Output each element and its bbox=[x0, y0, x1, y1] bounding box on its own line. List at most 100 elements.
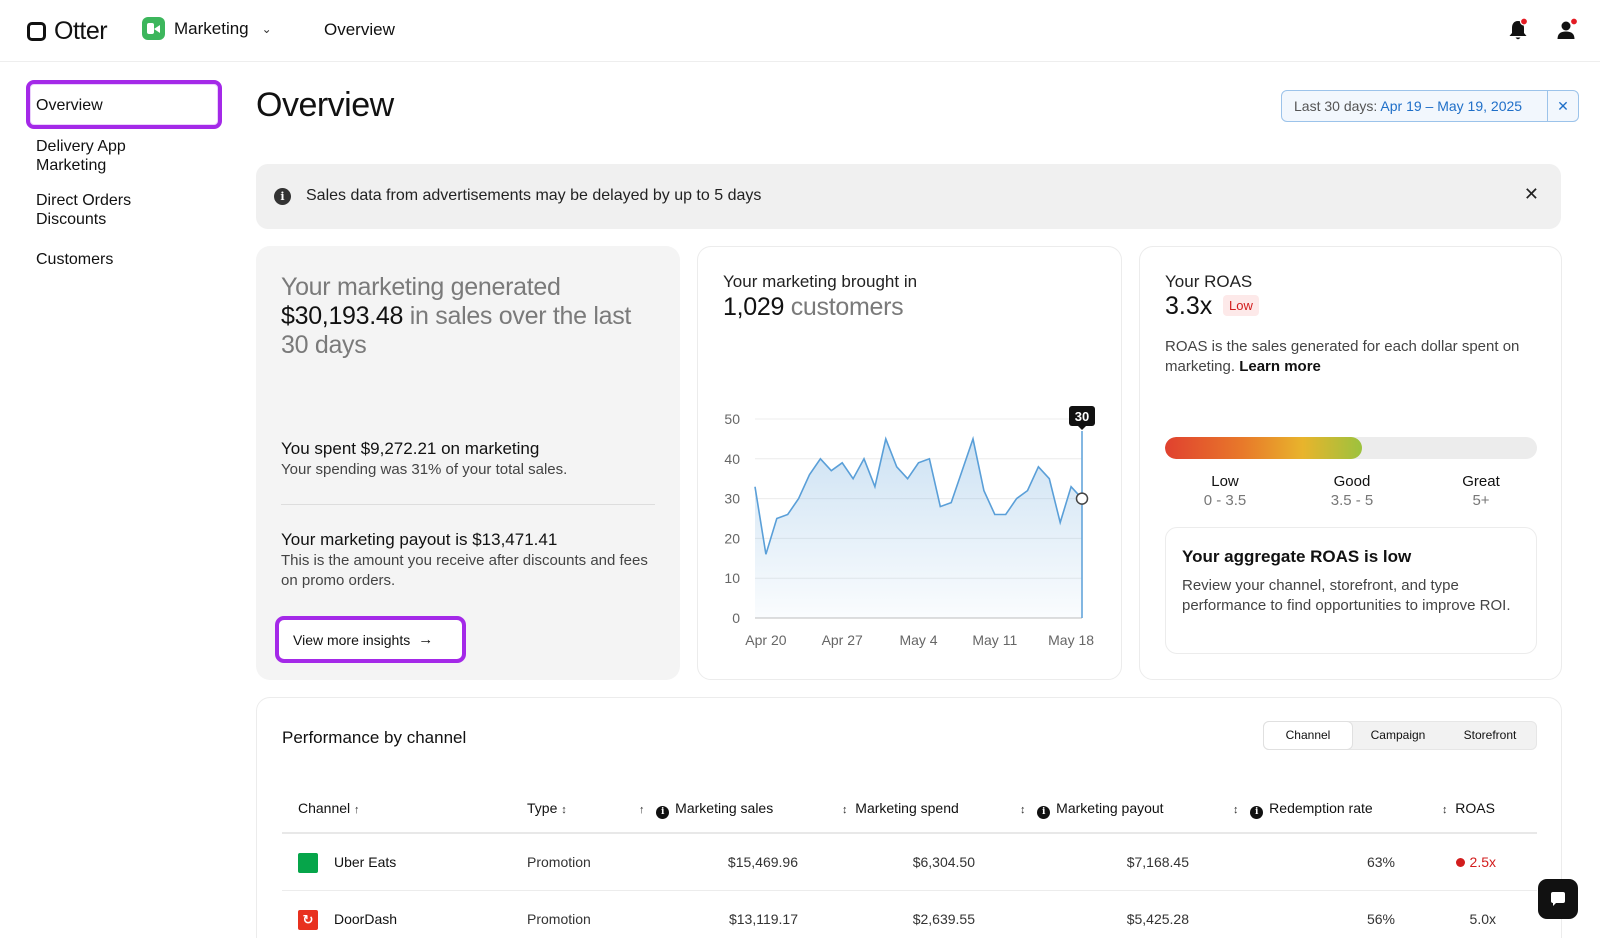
sort-ascending-icon: ↑ bbox=[354, 804, 360, 816]
cell-channel: Uber Eats bbox=[334, 854, 397, 870]
sidebar-item-delivery-app-marketing[interactable]: Delivery App Marketing bbox=[36, 138, 126, 174]
sort-icon: ↕ bbox=[1233, 804, 1239, 816]
y-tick-label: 20 bbox=[724, 530, 740, 546]
roas-status-badge: Low bbox=[1223, 295, 1259, 316]
marketing-app-icon bbox=[142, 17, 165, 40]
info-icon: i bbox=[1250, 806, 1264, 819]
divider bbox=[281, 504, 655, 505]
column-marketing-spend[interactable]: ↕ Marketing spend bbox=[842, 800, 959, 816]
scale-good: Good 3.5 - 5 bbox=[1330, 473, 1374, 509]
x-tick-label: May 4 bbox=[899, 632, 937, 648]
tab-campaign[interactable]: Campaign bbox=[1370, 728, 1426, 742]
cell-roas: 5.0x bbox=[1469, 911, 1496, 927]
column-marketing-payout[interactable]: ↕ i Marketing payout bbox=[1020, 800, 1164, 819]
column-type[interactable]: Type ↕ bbox=[527, 800, 567, 816]
column-marketing-sales[interactable]: ↑ i Marketing sales bbox=[639, 800, 774, 819]
column-channel[interactable]: Channel ↑ bbox=[298, 800, 360, 816]
sidebar-item-customers[interactable]: Customers bbox=[36, 251, 114, 268]
sort-ascending-icon: ↑ bbox=[639, 804, 645, 816]
learn-more-link[interactable]: Learn more bbox=[1239, 358, 1321, 375]
cell-marketing-sales: $15,469.96 bbox=[727, 854, 798, 870]
tooltip-pointer bbox=[1078, 426, 1086, 430]
cell-marketing-payout: $5,425.28 bbox=[1126, 911, 1189, 927]
aggregate-roas-title: Your aggregate ROAS is low bbox=[1182, 547, 1412, 566]
chevron-down-icon: ⌄ bbox=[261, 21, 272, 36]
date-range-filter[interactable]: Last 30 days: Apr 19 – May 19, 2025 ✕ bbox=[1281, 90, 1579, 122]
cell-redemption-rate: 63% bbox=[1366, 854, 1395, 870]
customers-card: Your marketing brought in 1,029 customer… bbox=[697, 246, 1122, 680]
x-tick-label: Apr 27 bbox=[822, 632, 863, 648]
summary-headline: Your marketing generated $30,193.48 in s… bbox=[281, 273, 632, 359]
sales-amount: $30,193.48 bbox=[281, 302, 404, 330]
info-icon: i bbox=[1037, 806, 1051, 819]
sidebar-item-overview[interactable]: Overview bbox=[26, 80, 222, 129]
cell-type: Promotion bbox=[527, 911, 591, 927]
tooltip-box bbox=[1069, 406, 1095, 426]
sidebar: Overview Delivery App Marketing Direct O… bbox=[26, 80, 222, 269]
chart-area-fill bbox=[755, 438, 1082, 618]
scale-great: Great 5+ bbox=[1462, 473, 1500, 509]
view-more-insights-button[interactable]: View more insights → bbox=[275, 616, 466, 663]
tab-channel[interactable]: Channel bbox=[1264, 722, 1352, 749]
roas-card: Your ROAS 3.3x Low ROAS is the sales gen… bbox=[1139, 246, 1562, 680]
top-bar: Otter Marketing ⌄ Overview bbox=[0, 0, 1600, 62]
low-roas-alert-icon bbox=[1455, 858, 1465, 867]
column-roas[interactable]: ↕ ROAS bbox=[1442, 800, 1495, 816]
cell-marketing-spend: $2,639.55 bbox=[912, 911, 975, 927]
app-name: Marketing bbox=[174, 18, 249, 38]
scale-low: Low 0 - 3.5 bbox=[1203, 473, 1247, 509]
y-tick-label: 10 bbox=[724, 570, 740, 586]
performance-by-channel-card: Performance by channel Channel Campaign … bbox=[256, 697, 1562, 938]
table-row[interactable]: Uber Eats Promotion $15,469.96 $6,304.50… bbox=[282, 834, 1537, 891]
tab-storefront[interactable]: Storefront bbox=[1463, 728, 1517, 742]
chat-support-button[interactable] bbox=[1538, 879, 1578, 919]
logo-text: Otter bbox=[54, 17, 108, 45]
sort-icon: ↕ bbox=[561, 804, 567, 816]
hover-point bbox=[1075, 492, 1089, 505]
customers-title: Your marketing brought in bbox=[723, 272, 918, 291]
arrow-right-icon: → bbox=[418, 631, 434, 648]
otter-logo[interactable]: Otter bbox=[27, 17, 108, 46]
customers-count: 1,029 customers bbox=[723, 293, 904, 321]
roas-description: ROAS is the sales generated for each dol… bbox=[1165, 338, 1520, 375]
doordash-logo-icon: ↻ bbox=[298, 910, 318, 930]
table-row[interactable]: ↻ DoorDash Promotion $13,119.17 $2,639.5… bbox=[282, 891, 1537, 938]
notifications-bell-icon[interactable] bbox=[1507, 18, 1529, 42]
roas-title: Your ROAS bbox=[1165, 272, 1253, 291]
cell-marketing-sales: $13,119.17 bbox=[728, 911, 798, 927]
x-tick-label: Apr 20 bbox=[745, 632, 786, 648]
cell-type: Promotion bbox=[527, 854, 591, 870]
sort-icon: ↕ bbox=[1442, 804, 1448, 816]
y-tick-label: 30 bbox=[724, 491, 740, 507]
banner-text: Sales data from advertisements may be de… bbox=[306, 187, 762, 204]
spent-subtitle: Your spending was 31% of your total sale… bbox=[281, 461, 568, 478]
y-tick-label: 40 bbox=[724, 451, 740, 467]
payout-subtitle: This is the amount you receive after dis… bbox=[281, 552, 648, 589]
x-tick-label: May 11 bbox=[972, 632, 1017, 648]
sidebar-item-direct-orders-discounts[interactable]: Direct Orders Discounts bbox=[36, 192, 132, 228]
sort-icon: ↕ bbox=[1020, 804, 1026, 816]
user-profile-icon[interactable] bbox=[1556, 18, 1578, 42]
marketing-summary-card: Your marketing generated $30,193.48 in s… bbox=[256, 246, 680, 680]
cell-channel: DoorDash bbox=[334, 911, 398, 927]
tooltip-value: 30 bbox=[1075, 409, 1089, 424]
x-tick-label: May 18 bbox=[1048, 632, 1094, 648]
spent-title: You spent $9,272.21 on marketing bbox=[281, 439, 540, 458]
aggregate-roas-text: Review your channel, storefront, and typ… bbox=[1182, 577, 1511, 614]
roas-progress-bar bbox=[1165, 437, 1537, 459]
y-tick-label: 0 bbox=[732, 610, 740, 626]
cell-marketing-payout: $7,168.45 bbox=[1126, 854, 1189, 870]
cell-marketing-spend: $6,304.50 bbox=[912, 854, 975, 870]
performance-title: Performance by channel bbox=[282, 728, 467, 747]
close-banner-button[interactable]: ✕ bbox=[1523, 184, 1539, 204]
cell-redemption-rate: 56% bbox=[1366, 911, 1395, 927]
app-switcher[interactable]: Marketing ⌄ bbox=[142, 17, 272, 40]
view-segmented-control: Channel Campaign Storefront bbox=[1263, 721, 1537, 750]
chart-series-line bbox=[754, 435, 1083, 555]
table-header: Channel ↑ Type ↕ ↑ i Marketing sales ↕ Ma… bbox=[282, 784, 1537, 834]
clear-date-filter-button[interactable]: ✕ bbox=[1547, 91, 1578, 121]
customers-area-chart: 0 10 20 30 40 50 Apr 20 Apr 27 May 4 May 11 May 1… bbox=[724, 406, 1095, 648]
column-redemption-rate[interactable]: ↕ i Redemption rate bbox=[1233, 800, 1373, 819]
date-filter-range: Apr 19 – May 19, 2025 bbox=[1380, 98, 1523, 114]
page-title: Overview bbox=[256, 86, 394, 124]
